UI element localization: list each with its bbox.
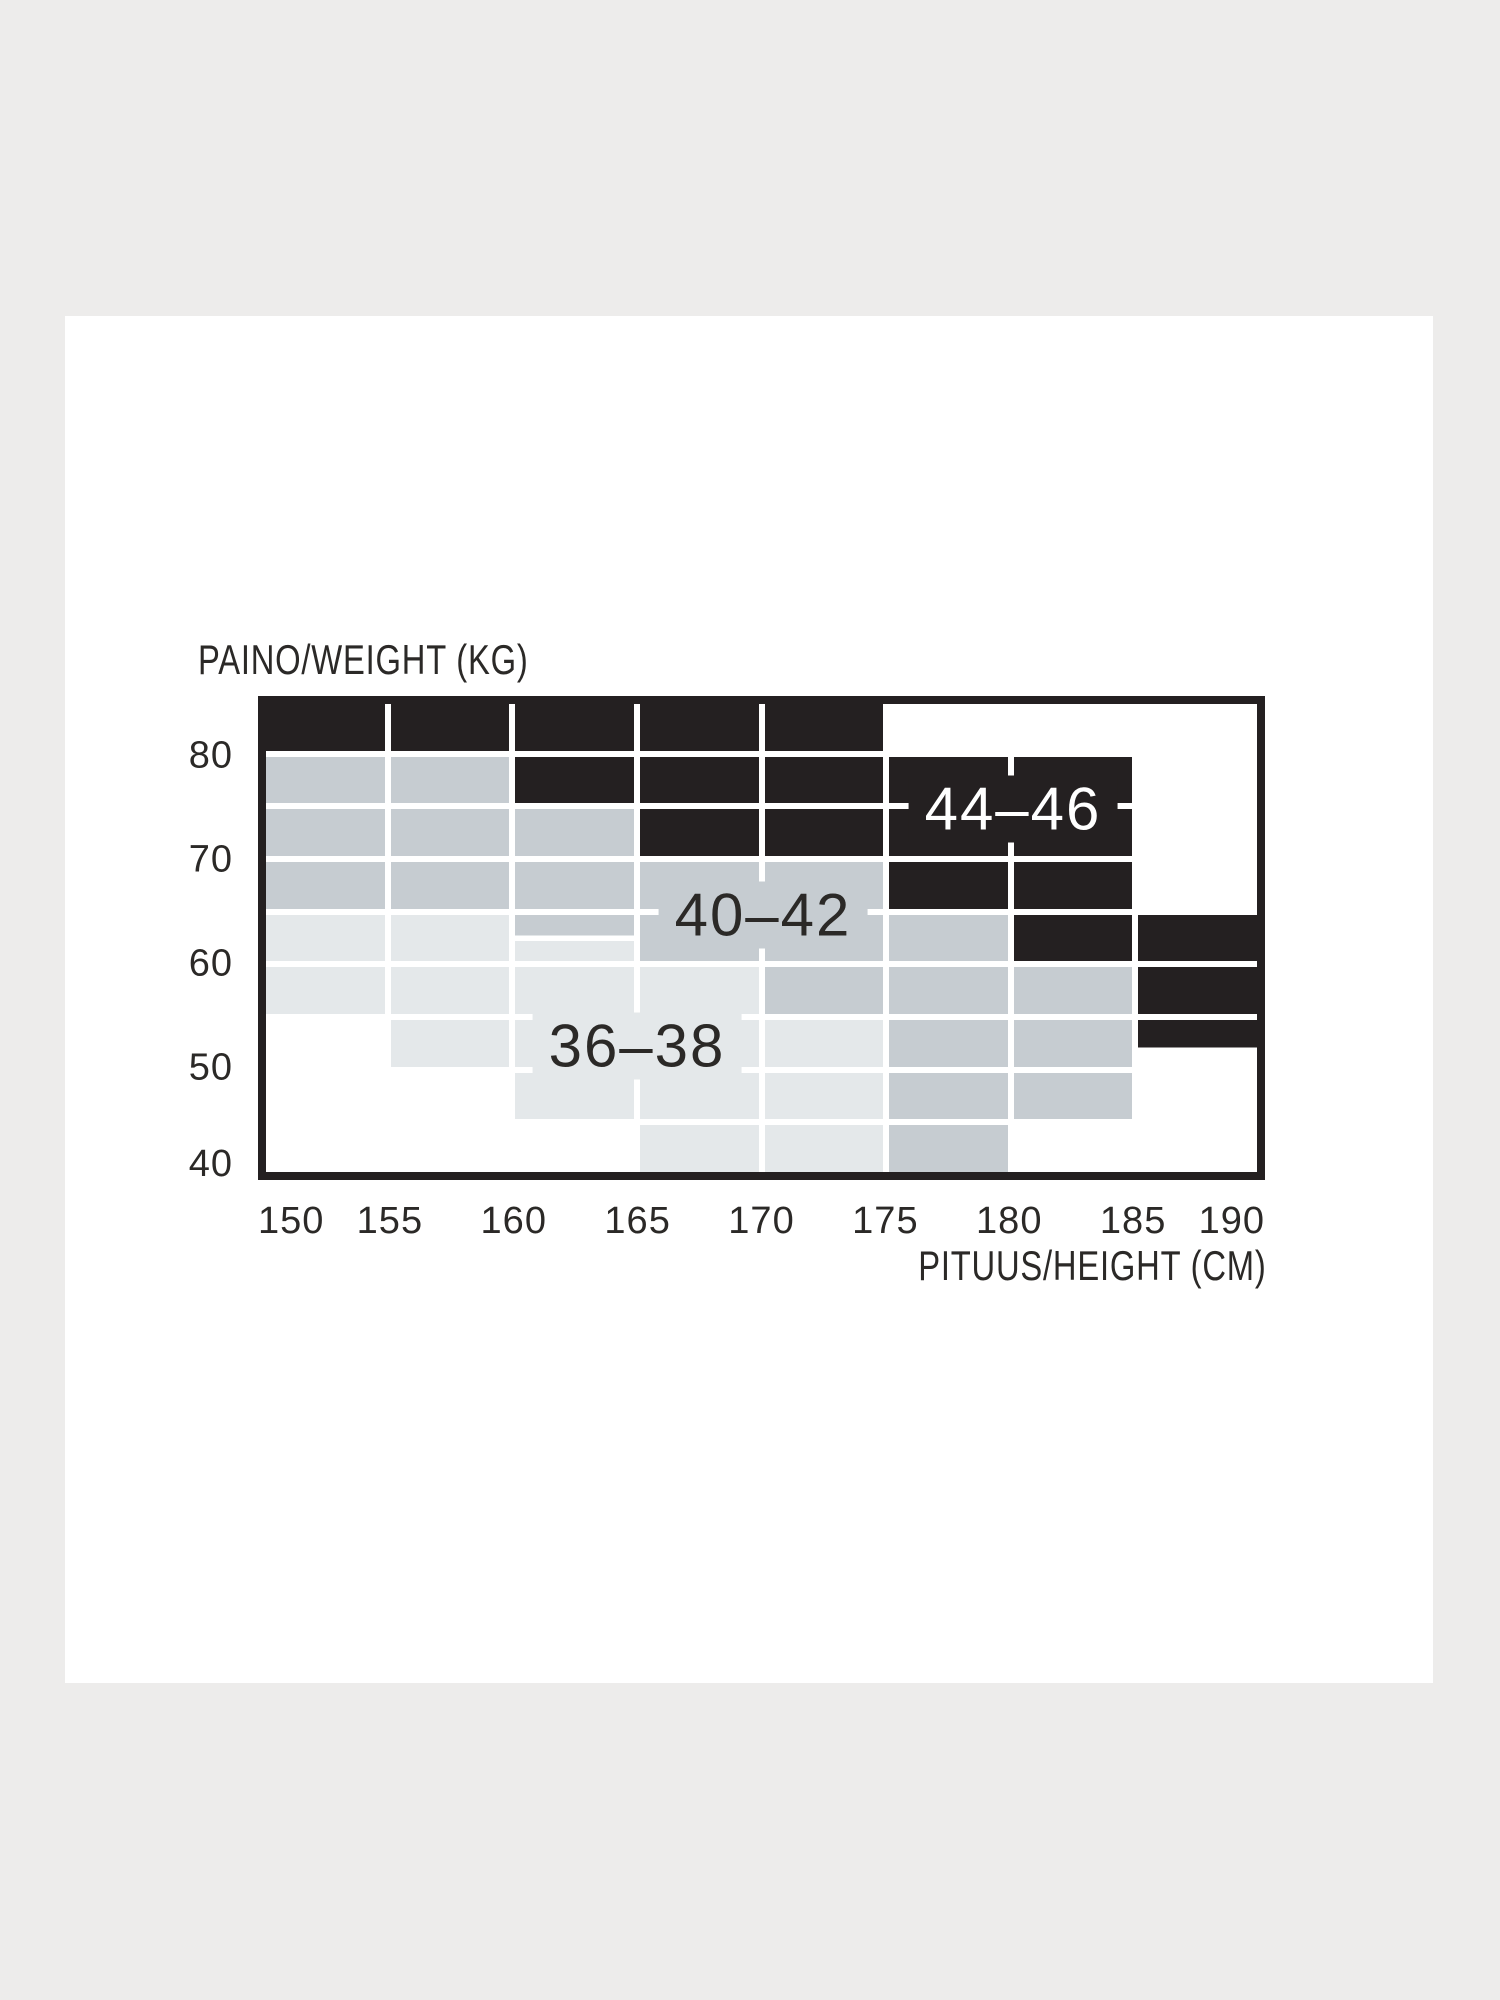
region-label-44-46: 44–46 bbox=[908, 775, 1118, 843]
grid-cell-r7-c5 bbox=[764, 1020, 884, 1067]
y-tick-label-40: 40 bbox=[188, 1142, 233, 1185]
x-tick-label-155: 155 bbox=[356, 1200, 424, 1242]
grid-cell-r8-c1 bbox=[266, 1072, 385, 1120]
y-tick-label-50: 50 bbox=[188, 1046, 233, 1089]
grid-cell-r6-c5 bbox=[764, 967, 884, 1014]
grid-cell-r5-c1 bbox=[266, 914, 385, 962]
grid-cell-r1-c4 bbox=[639, 704, 759, 751]
region-label-40-42: 40–42 bbox=[658, 881, 868, 949]
grid-cell-r6-c4 bbox=[639, 967, 759, 1014]
y-tick-label-70: 70 bbox=[188, 838, 233, 881]
grid-cell-r5-c7 bbox=[1013, 914, 1133, 962]
grid-cell-r8-c2 bbox=[390, 1072, 510, 1120]
grid-cell-r2-c5 bbox=[764, 756, 884, 804]
grid-cell-r8-c3 bbox=[515, 1072, 634, 1120]
grid-cell-r6-c1 bbox=[266, 967, 385, 1014]
grid-cell-r9-c7 bbox=[1013, 1125, 1133, 1172]
grid-cell-r6-c6 bbox=[889, 967, 1008, 1014]
grid-cell-r4-c3 bbox=[515, 862, 634, 909]
grid-cell-r2-c8 bbox=[1138, 756, 1257, 804]
x-axis-tick-labels: 150 155 160 165 170 175 180 185 190 bbox=[258, 1200, 1265, 1246]
grid-cell-r3-c5 bbox=[764, 809, 884, 856]
grid-cell-r7-c8 bbox=[1138, 1020, 1257, 1067]
grid-cell-r7-c1 bbox=[266, 1020, 385, 1067]
y-axis-tick-labels: 80 70 60 50 40 bbox=[65, 704, 233, 1185]
grid-cell-r9-c1 bbox=[266, 1125, 385, 1172]
grid-cell-r1-c7 bbox=[1013, 704, 1133, 751]
grid-cell-r2-c1 bbox=[266, 756, 385, 804]
grid-cell-r1-c5 bbox=[764, 704, 884, 751]
grid-cell-r1-c2 bbox=[390, 704, 510, 751]
x-tick-label-170: 170 bbox=[728, 1200, 795, 1242]
grid-cell-r6-c2 bbox=[390, 967, 510, 1014]
size-chart-card: PAINO/WEIGHT (KG) 36–38 40–42 44–46 80 70… bbox=[65, 316, 1433, 1683]
grid-cell-r3-c8 bbox=[1138, 809, 1257, 856]
grid-cell-r8-c6 bbox=[889, 1072, 1008, 1120]
grid-cell-r8-c4 bbox=[639, 1072, 759, 1120]
grid-cell-r7-c6 bbox=[889, 1020, 1008, 1067]
grid-cell-r3-c3 bbox=[515, 809, 634, 856]
x-tick-label-185: 185 bbox=[1099, 1200, 1167, 1242]
grid-cell-r5-c6 bbox=[889, 914, 1008, 962]
y-tick-label-60: 60 bbox=[188, 942, 233, 985]
grid-cell-r8-c7 bbox=[1013, 1072, 1133, 1120]
grid-cell-r9-c6 bbox=[889, 1125, 1008, 1172]
grid-cell-r8-c5 bbox=[764, 1072, 884, 1120]
x-tick-label-190: 190 bbox=[1198, 1200, 1265, 1242]
plot-area: 36–38 40–42 44–46 bbox=[258, 696, 1265, 1180]
x-tick-label-150: 150 bbox=[258, 1200, 325, 1242]
grid-cell-r4-c6 bbox=[889, 862, 1008, 909]
grid-cell-r2-c4 bbox=[639, 756, 759, 804]
grid-cell-r9-c2 bbox=[390, 1125, 510, 1172]
y-tick-label-80: 80 bbox=[188, 734, 233, 777]
grid-cell-r1-c3 bbox=[515, 704, 634, 751]
x-axis-title: PITUUS/HEIGHT (CM) bbox=[918, 1242, 1267, 1289]
grid-cell-r3-c4 bbox=[639, 809, 759, 856]
grid-cell-r6-c3 bbox=[515, 967, 634, 1014]
x-tick-label-180: 180 bbox=[976, 1200, 1043, 1242]
grid-cell-r4-c7 bbox=[1013, 862, 1133, 909]
grid-cell-r2-c2 bbox=[390, 756, 510, 804]
grid-cell-r6-c8 bbox=[1138, 967, 1257, 1014]
grid-cell-r3-c1 bbox=[266, 809, 385, 856]
grid-cell-r7-c7 bbox=[1013, 1020, 1133, 1067]
grid-cell-r1-c8 bbox=[1138, 704, 1257, 751]
grid-cell-r1-c6 bbox=[889, 704, 1008, 751]
grid-cell-r6-c7 bbox=[1013, 967, 1133, 1014]
grid-cell-r4-c1 bbox=[266, 862, 385, 909]
x-tick-label-175: 175 bbox=[852, 1200, 919, 1242]
region-label-36-38: 36–38 bbox=[532, 1012, 742, 1080]
grid-cell-r3-c2 bbox=[390, 809, 510, 856]
grid-cell-r7-c2 bbox=[390, 1020, 510, 1067]
grid-cell-r9-c3 bbox=[515, 1125, 634, 1172]
grid-cell-r4-c2 bbox=[390, 862, 510, 909]
grid-cell-r1-c1 bbox=[266, 704, 385, 751]
grid-cell-r5-c3 bbox=[515, 914, 634, 962]
grid-cell-r9-c4 bbox=[639, 1125, 759, 1172]
grid-cell-r5-c8 bbox=[1138, 914, 1257, 962]
grid-cell-r4-c8 bbox=[1138, 862, 1257, 909]
grid-cell-r9-c8 bbox=[1138, 1125, 1257, 1172]
grid-cell-r2-c3 bbox=[515, 756, 634, 804]
y-axis-title: PAINO/WEIGHT (KG) bbox=[198, 636, 529, 683]
x-tick-label-160: 160 bbox=[480, 1200, 547, 1242]
grid-cell-r9-c5 bbox=[764, 1125, 884, 1172]
grid-cell-r5-c2 bbox=[390, 914, 510, 962]
grid-cell-r8-c8 bbox=[1138, 1072, 1257, 1120]
x-tick-label-165: 165 bbox=[604, 1200, 671, 1242]
